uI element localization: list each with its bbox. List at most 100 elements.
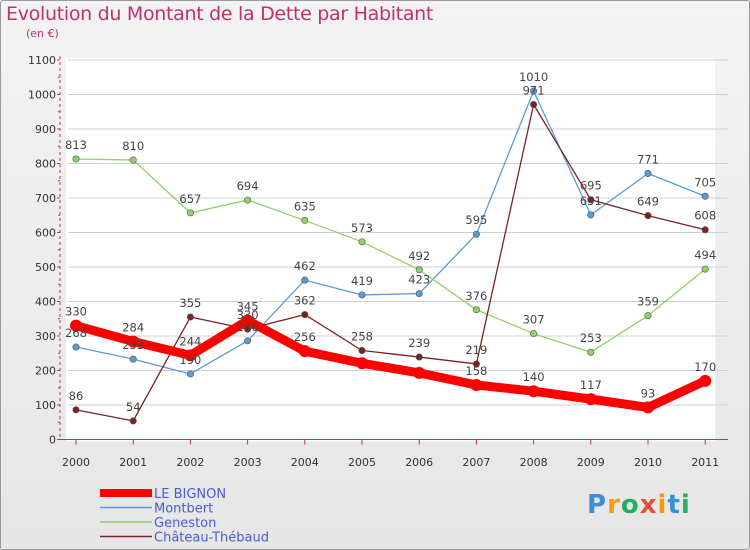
data-point [642,401,654,414]
data-label: 307 [523,313,545,327]
y-tick-label: 0 [49,434,56,447]
data-label: 494 [694,248,716,262]
x-tick-label: 2010 [634,456,662,469]
data-label: 253 [580,331,602,345]
series-le-bignon [70,314,712,414]
y-tick-label: 800 [35,158,56,171]
data-point [644,170,652,178]
data-point [584,393,597,406]
y-tick-label: 700 [35,192,56,205]
data-point [301,216,309,224]
data-label: 158 [465,364,487,378]
data-label: 810 [122,139,144,153]
x-tick-label: 2002 [176,456,204,469]
data-point [184,349,197,362]
data-point [358,291,366,299]
data-point [472,230,480,238]
data-label: 258 [351,329,373,343]
data-label: 345 [237,299,259,313]
x-tick-label: 2008 [520,456,548,469]
y-tick-label: 500 [35,261,56,274]
x-tick-label: 2001 [119,456,147,469]
data-point [244,196,252,204]
series-line [75,90,706,375]
x-tick-label: 2005 [348,456,376,469]
data-point [72,343,80,351]
data-point [644,212,652,220]
logo-letter: o [620,490,640,520]
logo-letter: P [587,490,608,520]
data-point [244,337,252,345]
data-label: 1010 [519,70,548,84]
data-label: 359 [637,295,659,309]
x-tick-label: 2004 [291,456,319,469]
data-point [527,385,540,398]
data-point [127,335,140,348]
data-label: 244 [179,334,201,348]
data-label: 635 [294,199,316,213]
data-point [587,211,595,219]
data-point [701,226,709,234]
y-tick-label: 1100 [28,54,56,67]
x-tick-label: 2003 [234,456,262,469]
series-geneston [72,155,709,356]
data-point [530,101,538,109]
y-tick-label: 200 [35,365,56,378]
y-tick-label: 900 [35,123,56,136]
data-label: 362 [294,294,316,308]
legend-label: Geneston [154,516,216,531]
data-label: 423 [408,273,430,287]
logo-letter: r [607,490,621,520]
data-point [587,348,595,356]
data-point [358,238,366,246]
data-label: 286 [237,320,259,334]
data-point [701,192,709,200]
data-label: 492 [408,249,430,263]
data-point [699,374,712,387]
y-tick-label: 300 [35,330,56,343]
series-line [75,103,706,422]
data-label: 971 [523,84,545,98]
data-label: 190 [179,353,201,367]
data-point [644,312,652,320]
data-point [587,196,595,204]
data-label: 233 [122,338,144,352]
logo-letter: x [639,490,658,520]
data-label: 608 [694,209,716,223]
data-point [301,276,309,284]
data-label: 649 [637,195,659,209]
series-montbert [72,87,709,378]
data-label: 256 [294,330,316,344]
proxiti-logo: Proxiti [587,490,691,520]
data-point [470,378,483,391]
data-label: 419 [351,274,373,288]
data-point [415,266,423,274]
data-point [70,319,82,332]
series-line [71,315,710,412]
x-tick-label: 2000 [62,456,90,469]
data-label: 117 [580,378,602,392]
logo-letter: t [667,490,681,520]
legend-label: Montbert [154,502,213,517]
chart-unit: (en €) [26,27,59,40]
series-line [75,158,706,353]
data-label: 771 [637,153,659,167]
data-point [129,156,137,164]
data-label: 170 [694,360,716,374]
data-point [358,346,366,354]
data-label: 813 [65,138,87,152]
data-point [298,345,311,358]
data-label: 695 [580,179,602,193]
data-label: 239 [408,336,430,350]
data-label: 140 [523,370,545,384]
data-label: 93 [641,386,656,400]
y-tick-label: 1000 [28,89,56,102]
data-point [301,311,309,319]
chart-title: Evolution du Montant de la Dette par Hab… [6,3,434,25]
y-tick-label: 400 [35,296,56,309]
data-label: 705 [694,175,716,189]
data-point [415,353,423,361]
legend-label: LE BIGNON [154,487,226,502]
data-label: 595 [465,213,487,227]
